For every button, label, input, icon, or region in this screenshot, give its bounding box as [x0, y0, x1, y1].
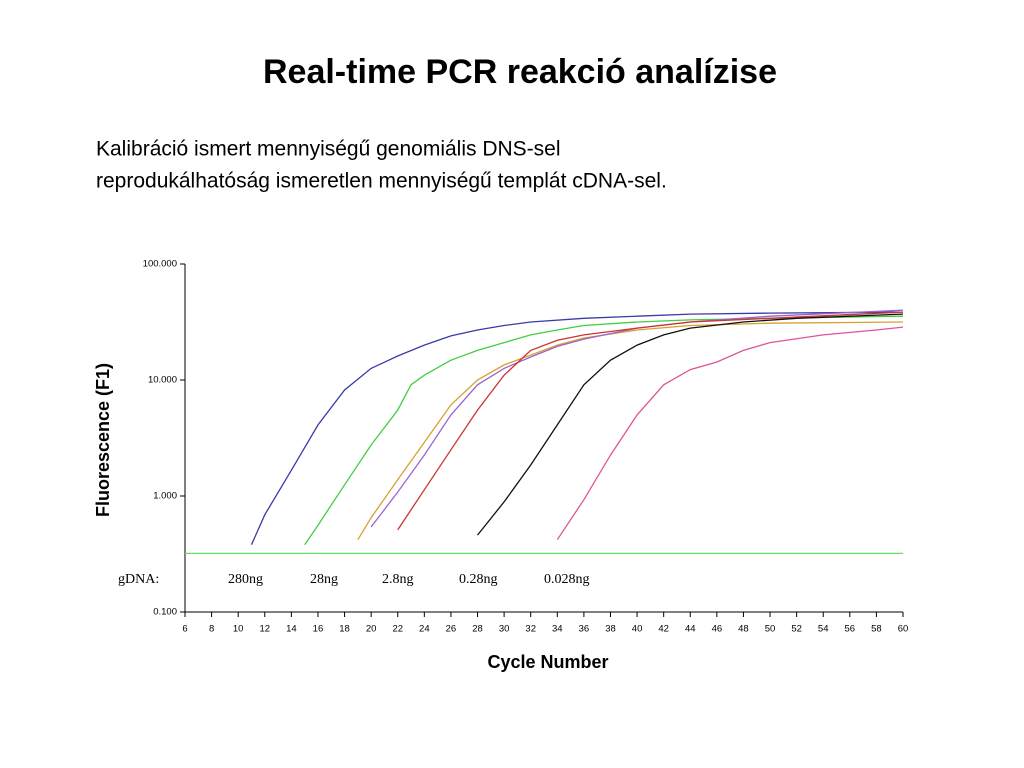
data-line: [357, 321, 904, 541]
x-tick-label: 54: [818, 624, 829, 635]
data-line: [556, 326, 904, 541]
y-tick-label: 100.000: [143, 259, 177, 270]
x-tick-label: 26: [446, 624, 457, 635]
data-line: [397, 311, 904, 531]
x-tick-label: 14: [286, 624, 297, 635]
x-tick-label: 44: [685, 624, 696, 635]
x-tick-label: 36: [579, 624, 590, 635]
x-tick-label: 56: [845, 624, 856, 635]
annotation: gDNA:: [118, 572, 159, 587]
x-tick-label: 28: [472, 624, 483, 635]
x-tick-label: 52: [791, 624, 802, 635]
x-tick-label: 58: [871, 624, 882, 635]
x-tick-label: 42: [658, 624, 669, 635]
annotation: 280ng: [228, 572, 263, 587]
x-tick-label: 12: [259, 624, 270, 635]
x-tick-label: 32: [525, 624, 536, 635]
annotation: 0.28ng: [459, 572, 498, 587]
x-axis-title: Cycle Number: [487, 652, 608, 672]
x-tick-label: 24: [419, 624, 430, 635]
annotation: 2.8ng: [382, 572, 414, 587]
x-tick-label: 38: [605, 624, 616, 635]
data-line: [304, 315, 904, 546]
x-tick-label: 60: [898, 624, 909, 635]
y-tick-label: 1.000: [153, 491, 177, 502]
annotation: 28ng: [310, 572, 338, 587]
y-tick-label: 10.000: [148, 375, 177, 386]
y-tick-label: 0.100: [153, 607, 177, 618]
slide-title: Real-time PCR reakció analízise: [263, 53, 777, 91]
x-tick-label: 48: [738, 624, 749, 635]
x-tick-label: 8: [209, 624, 214, 635]
data-line: [370, 309, 904, 528]
x-tick-label: 16: [313, 624, 324, 635]
x-tick-label: 50: [765, 624, 776, 635]
x-tick-label: 20: [366, 624, 377, 635]
subtitle-line: reprodukálhatóság ismeretlen mennyiségű …: [96, 170, 667, 193]
data-line: [476, 313, 904, 536]
x-tick-label: 10: [233, 624, 244, 635]
annotation: 0.028ng: [544, 572, 590, 587]
y-axis-title: Fluorescence (F1): [93, 363, 113, 517]
data-line: [250, 311, 904, 545]
x-tick-label: 40: [632, 624, 643, 635]
x-tick-label: 22: [392, 624, 403, 635]
x-tick-label: 6: [182, 624, 187, 635]
x-tick-label: 34: [552, 624, 563, 635]
x-tick-label: 18: [339, 624, 350, 635]
x-tick-label: 30: [499, 624, 510, 635]
subtitle-line: Kalibráció ismert mennyiségű genomiális …: [96, 138, 561, 161]
x-tick-label: 46: [712, 624, 723, 635]
